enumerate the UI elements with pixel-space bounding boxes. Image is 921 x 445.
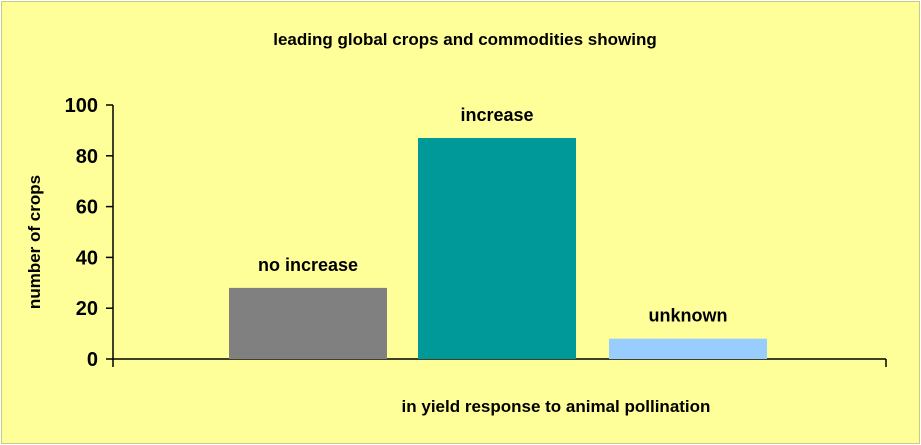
x-axis-label: in yield response to animal pollination [402,397,711,416]
bar-increase [418,138,576,359]
y-tick-label: 0 [87,349,98,371]
bar-label: increase [460,105,533,125]
y-tick-label: 60 [76,197,98,219]
bar-label: no increase [258,255,358,275]
y-tick-label: 40 [76,247,98,269]
bar-unknown [609,338,767,359]
y-tick-label: 100 [65,95,98,117]
chart-title: leading global crops and commodities sho… [273,30,657,49]
y-tick-label: 20 [76,298,98,320]
y-axis-label: number of crops [25,175,44,309]
y-tick-label: 80 [76,146,98,168]
bar-no-increase [229,287,387,359]
bar-label: unknown [649,306,728,326]
